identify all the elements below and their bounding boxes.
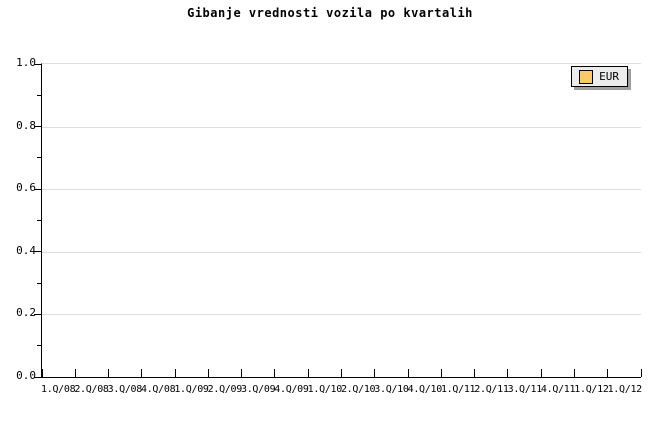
y-axis-minor-tick [37,157,41,159]
x-axis-tick [540,369,542,377]
x-axis-label: 4.Q/09 [274,384,309,395]
gridline [42,251,641,253]
x-axis-label: 3.Q/09 [240,384,276,395]
y-axis-label: 0.4 [16,243,36,257]
y-axis-major-tick [34,188,41,190]
x-axis-tick [108,369,110,377]
x-axis-label: 4.Q/11 [540,384,576,395]
x-axis-label: 3.Q/08 [107,384,143,395]
y-axis-major-tick [34,126,41,128]
y-axis-label: 0.8 [16,118,36,132]
legend-swatch-icon [579,69,594,84]
x-axis-tick [174,369,176,377]
y-axis-minor-tick [37,220,41,221]
x-axis-tick [141,369,143,377]
y-axis-major-tick [34,251,41,253]
x-axis-labels: 1.Q/08 2.Q/08 3.Q/08 4.Q/08 1.Q/09 2.Q/09 3.Q/… [41,384,643,396]
x-axis-tick [607,369,609,377]
x-axis-label: 1.Q/10 [307,384,343,395]
y-axis-minor-tick [37,345,41,347]
x-axis-tick [307,369,309,377]
x-axis-label: 2.Q/09 [207,384,243,395]
gridline [42,189,641,191]
x-axis-tick [41,369,43,377]
x-axis-label: 4.Q/08 [140,384,176,395]
x-axis-tick [74,369,76,377]
x-axis-tick [474,369,476,377]
x-axis-tick [507,369,509,377]
x-axis-tick [274,369,276,377]
x-axis-label: 1.Q/11 [440,384,476,395]
x-axis-label: 2.Q/10 [340,384,376,395]
x-axis-tick [207,369,209,377]
chart-title: Gibanje vrednosti vozila po kvartalih [187,6,473,20]
x-axis-label: 1.Q/12 [574,384,609,395]
plot-area: EUR [34,63,642,378]
legend-label: EUR [599,70,619,83]
x-axis-label: 1.Q/09 [174,384,209,395]
x-axis-tick [573,369,575,377]
x-axis-label: 3.Q/11 [507,384,543,395]
x-axis-tick [440,369,442,377]
x-axis-label: 3.Q/10 [374,384,409,395]
y-axis-label: 1.0 [16,56,36,69]
x-axis-label: 4.Q/10 [407,384,443,395]
legend[interactable]: EUR [571,66,628,87]
y-axis-minor-tick [37,94,41,96]
x-axis-label: 2.Q/11 [474,384,509,395]
x-axis-tick [374,369,376,377]
y-axis-label: 0.2 [16,306,36,320]
x-axis-tick [241,369,243,377]
gridline [42,314,641,316]
x-axis-label: 1.Q/08 [41,384,76,395]
y-axis-label: 0.6 [16,181,36,195]
x-axis-tick [640,369,642,377]
x-axis-tick [341,369,342,377]
y-axis-minor-tick [37,282,41,284]
y-axis-major-tick [34,63,41,65]
x-axis-label: 1.Q/12 [607,384,643,395]
gridline [42,126,641,128]
y-axis-major-tick [34,376,41,378]
x-axis-tick [407,369,409,377]
y-axis-major-tick [34,313,41,315]
y-axis-labels: 1.0 0.8 0.6 0.4 0.2 0.0 [0,57,36,382]
x-axis-label: 2.Q/08 [74,384,109,395]
y-axis-label: 0.0 [16,369,36,382]
